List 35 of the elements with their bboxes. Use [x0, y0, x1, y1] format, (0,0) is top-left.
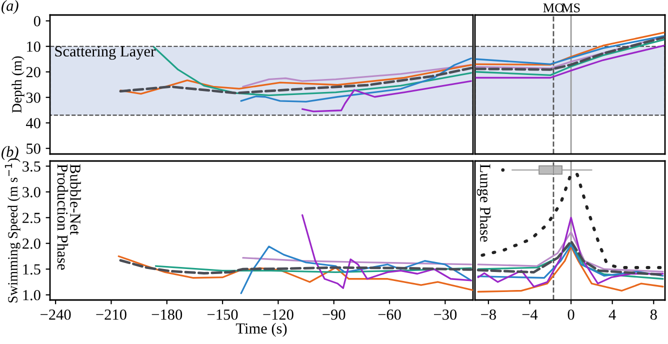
band-label: Scattering Layer — [55, 46, 156, 60]
x-tick-label: −210 — [96, 309, 126, 320]
y-axis-title: Swimming Speed (m s$^{−1}$) — [4, 158, 20, 302]
x-tick-label: −120 — [263, 309, 294, 320]
y-tick-label: 1.5 — [23, 264, 40, 275]
x-tick-label: −240 — [40, 309, 71, 320]
x-tick-label: −30 — [434, 309, 457, 320]
y-tick-label: 2.5 — [22, 212, 40, 224]
chart-title: (b) — [2, 146, 18, 160]
y-axis-title: Depth (m) — [12, 56, 24, 113]
y-tick-label: 2.0 — [22, 238, 40, 249]
y-tick-label: 20 — [26, 67, 40, 78]
y-tick-label: 0 — [34, 16, 40, 26]
x-tick-label: −4 — [522, 310, 538, 320]
chart-title: (a) — [2, 0, 18, 14]
x-tick-label: 0 — [568, 309, 574, 320]
y-tick-label: 30 — [26, 92, 40, 103]
x-tick-label: −180 — [152, 309, 182, 320]
x-tick-label: −8 — [481, 309, 496, 320]
y-tick-label: 3.5 — [22, 161, 40, 172]
y-tick-label: 40 — [26, 118, 40, 128]
annotation: Bubble-Net Production Phase — [57, 164, 81, 270]
y-tick-label: 10 — [27, 42, 40, 52]
y-tick-label: 3.0 — [22, 187, 40, 198]
x-tick-label: 8 — [650, 309, 657, 320]
ref-line-label: MS — [562, 3, 580, 12]
x-tick-label: −60 — [378, 309, 401, 320]
x-tick-label: 4 — [608, 310, 616, 320]
ref-line-label: MO — [543, 3, 564, 12]
y-tick-label: 1.0 — [23, 290, 40, 300]
y-tick-label: 50 — [26, 144, 40, 154]
annotation: Lunge Phase — [476, 164, 491, 242]
x-tick-label: −90 — [322, 309, 346, 320]
x-tick-label: −150 — [208, 309, 238, 320]
x-axis-title: Time (s) — [236, 322, 287, 337]
